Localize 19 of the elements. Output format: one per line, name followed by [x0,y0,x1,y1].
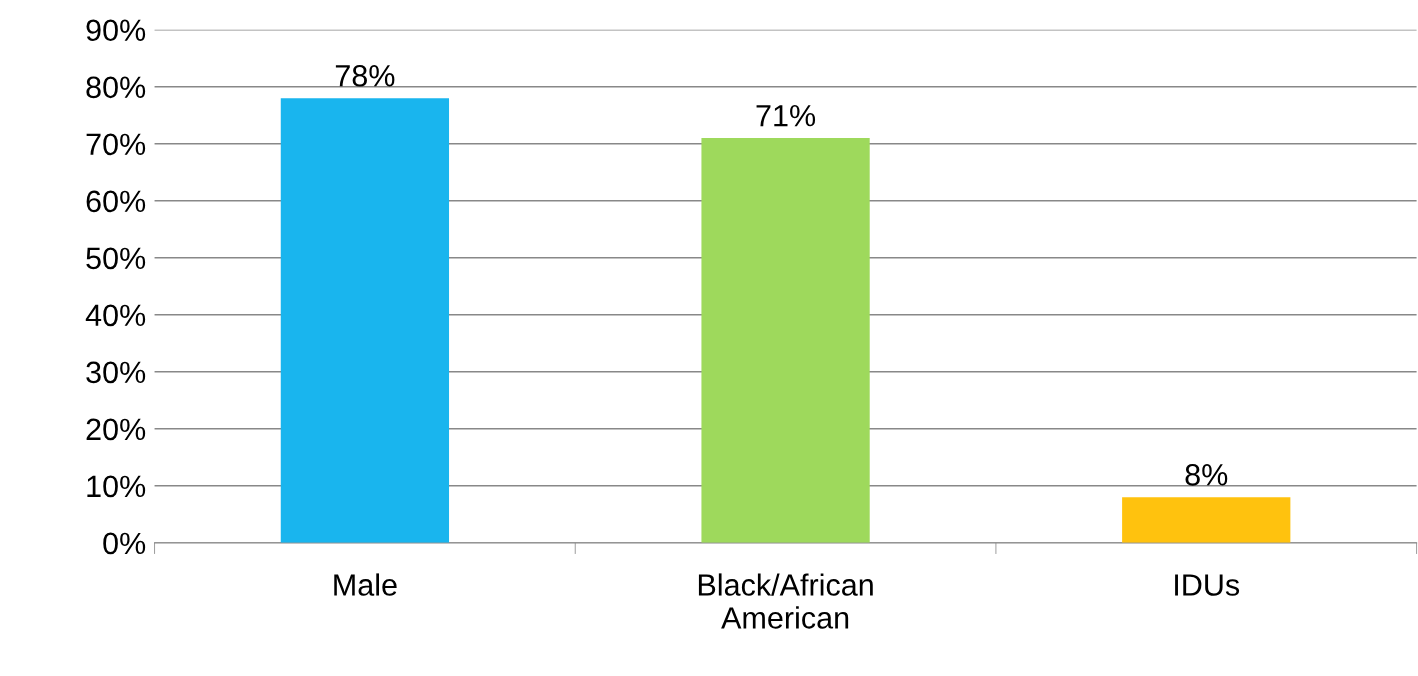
x-tick-label: Male [334,573,397,596]
data-label: 71% [756,104,816,127]
y-tick-label: 70% [86,133,146,156]
y-tick-label: 10% [87,475,146,498]
y-tick-label: 20% [86,418,146,441]
x-tick-label: IDUs [1175,574,1240,596]
data-label: 78% [335,64,395,87]
y-tick-label: 30% [86,361,146,384]
x-tick-label: Black/African American [698,573,873,629]
bar [280,98,450,543]
y-tick-label: 40% [85,304,146,327]
bar [701,138,870,543]
bar [1122,497,1291,543]
y-tick-label: 50% [86,247,146,270]
y-tick-label: 0% [103,532,146,555]
y-tick-label: 90% [86,19,146,42]
y-tick-label: 60% [86,190,146,213]
y-tick-label: 80% [86,76,146,99]
data-label: 8% [1185,463,1228,486]
